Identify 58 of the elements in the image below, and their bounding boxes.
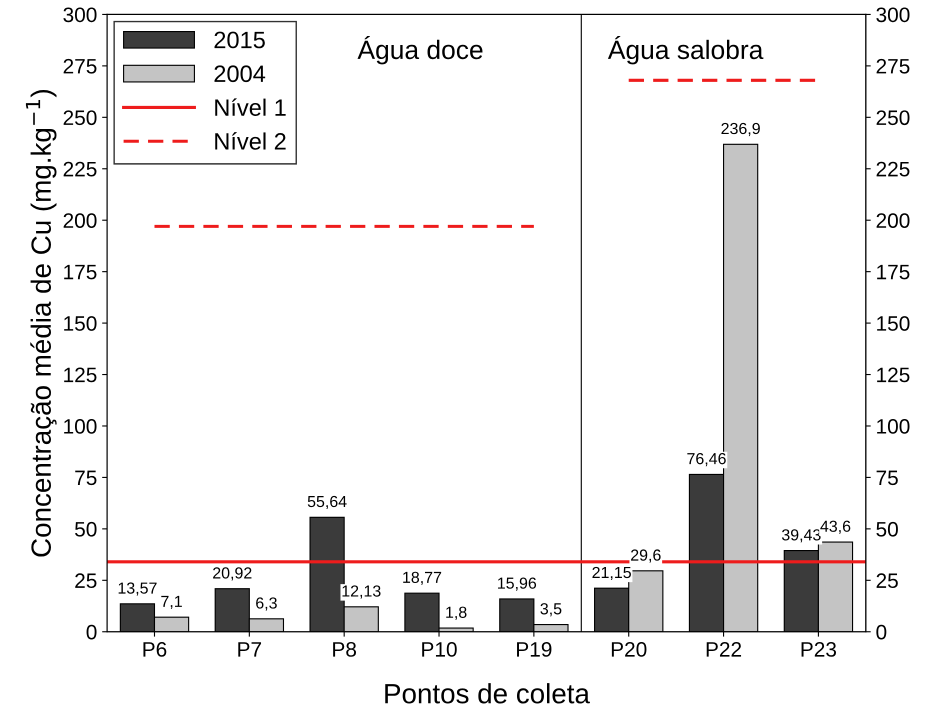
y2-tick-label: 100 [877,418,910,434]
x-tick-label: P8 [333,642,356,657]
x-tick-label: P6 [143,642,166,657]
y2-tick-label: 75 [876,470,898,486]
data-label: 76,46 [687,453,726,466]
data-label: 3,5 [540,603,562,616]
data-label: 43,6 [820,520,850,534]
y-tick-label: 75 [75,470,96,486]
y2-tick-label: 275 [876,58,910,74]
legend-label: Nível 1 [215,98,286,116]
y-tick-label: 250 [64,110,97,126]
legend-label: 2015 [214,32,265,48]
y2-tick-label: 175 [877,264,910,280]
data-label: 20,92 [213,567,252,580]
y-tick-label: 125 [64,368,96,382]
x-tick-label: P10 [422,642,457,657]
x-tick-label: P22 [706,642,742,657]
y-tick-label: 275 [64,58,96,74]
x-tick-label: P7 [238,642,262,657]
y2-tick-label: 300 [876,7,910,22]
annotation: Água salobra [608,36,764,64]
x-tick-label: P19 [517,642,552,657]
y-tick-label: 225 [64,162,96,177]
data-label: 18,77 [403,572,442,585]
y-tick-label: 0 [86,624,97,640]
data-label: 6,3 [256,597,277,611]
x-tick-label: P20 [612,642,646,657]
x-axis-title: Pontos de coleta [385,683,590,704]
y2-tick-label: 0 [876,624,886,640]
data-label: 39,43 [782,529,821,542]
data-label: 21,15 [592,566,631,580]
data-label: 29,6 [631,549,661,563]
y-tick-label: 150 [64,316,97,331]
data-label: 1,8 [446,606,467,620]
data-label: 13,57 [118,582,157,596]
y-tick-label: 175 [64,264,96,280]
y2-tick-label: 225 [876,162,910,177]
y-axis-title: Concentração média de Cu (mg.kg$^{−1}$) [26,90,57,557]
legend-label: 2004 [214,65,266,82]
y-tick-label: 50 [75,522,97,537]
data-label: 55,64 [308,496,347,510]
y2-tick-label: 25 [876,573,898,588]
legend-label: Nível 2 [215,132,286,150]
y2-tick-label: 125 [877,368,910,382]
y2-tick-label: 150 [877,316,910,331]
data-label: 12,13 [342,585,381,599]
annotation: Água doce [358,36,482,64]
y-tick-label: 100 [64,418,97,434]
data-label: 7,1 [161,596,182,609]
data-label: 15,96 [498,577,536,591]
y-tick-label: 300 [63,7,97,22]
y-tick-label: 200 [64,213,97,228]
y2-tick-label: 250 [876,110,910,126]
y-tick-label: 25 [75,573,96,588]
data-label: 236,9 [721,122,760,136]
y2-tick-label: 200 [876,213,910,228]
y2-tick-label: 50 [876,522,898,537]
x-tick-label: P23 [802,642,836,657]
